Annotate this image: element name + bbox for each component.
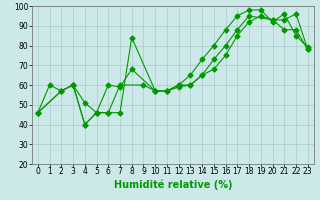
- X-axis label: Humidité relative (%): Humidité relative (%): [114, 179, 232, 190]
